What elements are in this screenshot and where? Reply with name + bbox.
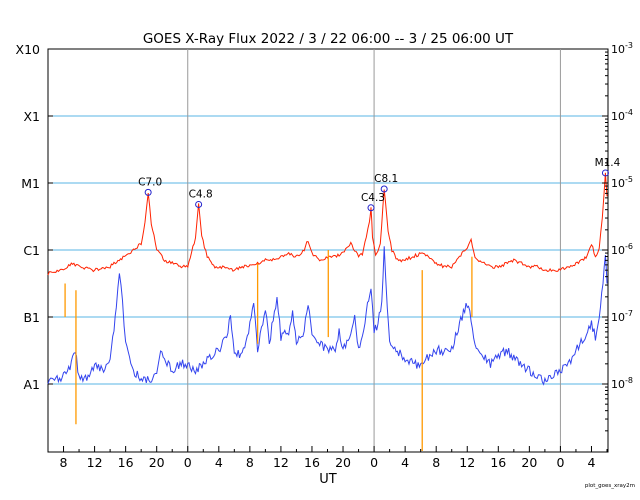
x-axis-label: UT [319, 472, 337, 487]
x-tick-label: 16 [118, 455, 134, 470]
data-series [47, 172, 608, 451]
flare-label: C4.8 [189, 188, 213, 200]
flare-label: M1.4 [595, 157, 621, 169]
y-tick-label-right: 10-3 [611, 41, 633, 56]
flare-marker [601, 169, 609, 177]
x-tick-label: 12 [273, 455, 289, 470]
gridlines [48, 49, 608, 452]
series-line-short [47, 246, 608, 386]
flare-annotations: C7.0 C4.8 C4.3 C8.1 M1.4 [138, 157, 621, 212]
flare-marker [195, 200, 203, 208]
x-tick-label: 16 [490, 455, 506, 470]
y-tick-label-right: 10-7 [611, 309, 633, 324]
y-tick-label-left: A1 [23, 377, 40, 392]
series-line-long [47, 172, 608, 276]
y-tick-label-left: X1 [23, 109, 40, 124]
flare-label: C7.0 [138, 176, 162, 188]
footer-label: plot_goes_xray2m [585, 483, 635, 489]
y-tick-label-left: B1 [23, 310, 40, 325]
y-tick-label-right: 10-4 [611, 108, 633, 123]
y-tick-label-left: C1 [23, 243, 40, 258]
x-tick-label: 20 [335, 455, 351, 470]
x-tick-label: 0 [184, 455, 192, 470]
x-tick-label: 8 [60, 455, 68, 470]
x-tick-label: 4 [587, 455, 595, 470]
x-tick-label: 4 [401, 455, 409, 470]
flare-marker [380, 185, 388, 193]
x-tick-label: 8 [432, 455, 440, 470]
x-tick-label: 16 [304, 455, 320, 470]
y-tick-label-left: X10 [16, 42, 41, 57]
x-tick-label: 12 [87, 455, 103, 470]
flare-label: C8.1 [374, 173, 398, 185]
y-tick-label-right: 10-8 [611, 376, 633, 391]
x-tick-label: 12 [459, 455, 475, 470]
x-tick-label: 20 [521, 455, 537, 470]
y-tick-label-left: M1 [21, 176, 40, 191]
x-tick-label: 4 [215, 455, 223, 470]
chart-title: GOES X-Ray Flux 2022 / 3 / 22 06:00 -- 3… [143, 31, 514, 47]
flare-label: C4.3 [361, 192, 385, 204]
y-tick-label-right: 10-5 [611, 175, 633, 190]
flare-marker [144, 188, 152, 196]
flare-marker [367, 204, 375, 212]
x-tick-label: 8 [246, 455, 254, 470]
x-tick-label: 0 [370, 455, 378, 470]
x-tick-label: 20 [149, 455, 165, 470]
y-tick-label-right: 10-6 [611, 242, 633, 257]
x-tick-label: 0 [556, 455, 564, 470]
axes: X10 X1 M1 C1 B1 A1 10-3 10-4 10-5 10-6 10-7 10-8 8 12… [16, 41, 633, 470]
